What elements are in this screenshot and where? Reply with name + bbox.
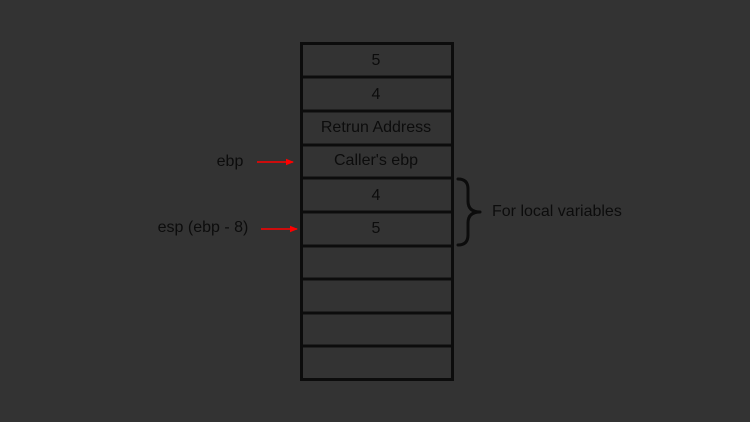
stack-cell-3: Caller's ebp: [334, 152, 418, 169]
stack-cell-1: 4: [372, 86, 381, 103]
esp-label: esp (ebp - 8): [158, 219, 249, 236]
stack-cell-5: 5: [372, 220, 381, 237]
stack-cell-4: 4: [372, 187, 381, 204]
local-variables-label: For local variables: [492, 203, 622, 220]
stack-cell-2: Retrun Address: [321, 119, 431, 136]
stack-cell-0: 5: [372, 52, 381, 69]
local-variables-brace: [456, 177, 482, 247]
ebp-label: ebp: [217, 153, 244, 170]
